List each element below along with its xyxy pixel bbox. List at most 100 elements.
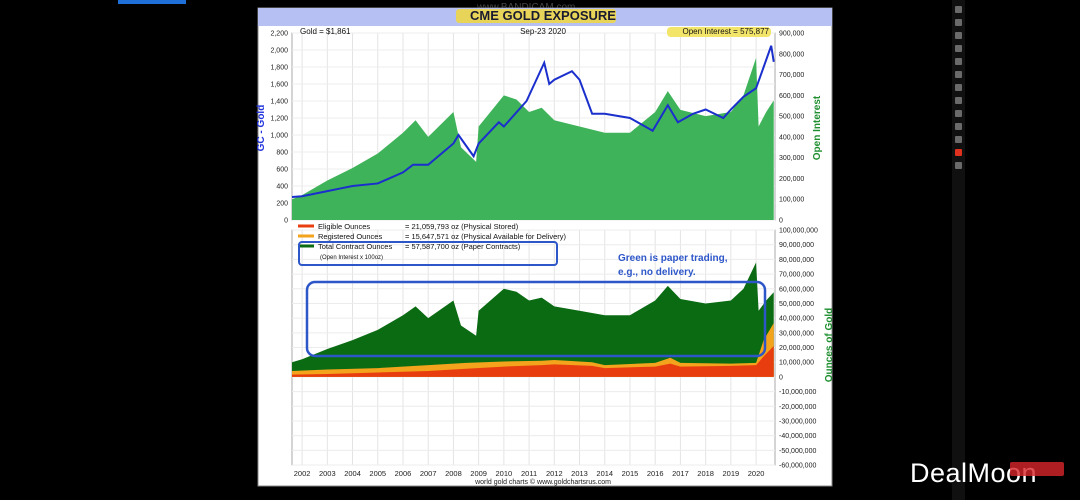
toolbar-icon[interactable] — [955, 32, 962, 39]
toolbar-icon[interactable] — [955, 97, 962, 104]
x-tick-label: 2006 — [395, 469, 412, 478]
toolbar-icon[interactable] — [955, 136, 962, 143]
y-left-tick-label: 0 — [284, 218, 288, 225]
gold-price-readout: Gold = $1,861 — [300, 27, 351, 36]
x-tick-label: 2020 — [748, 469, 765, 478]
toolbar-icon[interactable] — [955, 71, 962, 78]
chart-footer: world gold charts © www.goldchartsrus.co… — [474, 478, 611, 486]
x-tick-label: 2012 — [546, 469, 563, 478]
y-bottom-tick-label: -40,000,000 — [779, 433, 816, 440]
y-bottom-tick-label: 50,000,000 — [779, 301, 814, 308]
y-right-tick-label: 0 — [779, 218, 783, 225]
y-left-tick-label: 1,600 — [270, 82, 288, 89]
x-tick-label: 2008 — [445, 469, 462, 478]
y-bottom-tick-label: 20,000,000 — [779, 345, 814, 352]
y-left-tick-label: 2,200 — [270, 31, 288, 38]
x-tick-label: 2018 — [697, 469, 714, 478]
legend-value: = 15,647,571 oz (Physical Available for … — [405, 232, 566, 241]
y-left-axis-label: GC - Gold — [256, 105, 267, 152]
y-left-tick-label: 2,000 — [270, 48, 288, 55]
ounces-axis-label: Ounces of Gold — [824, 308, 835, 382]
toolbar-icon[interactable] — [955, 58, 962, 65]
open-interest-readout: Open Interest = 575,877 — [682, 27, 769, 36]
x-tick-label: 2017 — [672, 469, 689, 478]
y-right-tick-label: 100,000 — [779, 197, 804, 204]
legend-highlight-box — [298, 241, 558, 266]
x-tick-label: 2005 — [369, 469, 386, 478]
y-bottom-tick-label: 40,000,000 — [779, 316, 814, 323]
x-tick-label: 2004 — [344, 469, 361, 478]
y-bottom-tick-label: 80,000,000 — [779, 257, 814, 264]
x-tick-label: 2009 — [470, 469, 487, 478]
open-interest-highlight — [667, 27, 771, 37]
paper-trading-highlight-box — [305, 280, 767, 358]
chart-title: CME GOLD EXPOSURE — [470, 8, 616, 23]
x-tick-label: 2016 — [647, 469, 664, 478]
y-left-tick-label: 400 — [276, 184, 288, 191]
y-bottom-tick-label: 70,000,000 — [779, 272, 814, 279]
logo-badge — [1010, 462, 1064, 476]
x-tick-label: 2010 — [496, 469, 513, 478]
y-left-tick-label: 600 — [276, 167, 288, 174]
x-tick-label: 2007 — [420, 469, 437, 478]
y-bottom-tick-label: 60,000,000 — [779, 286, 814, 293]
legend-value: = 57,587,700 oz (Paper Contracts) — [405, 242, 521, 251]
y-bottom-tick-label: 10,000,000 — [779, 360, 814, 367]
y-bottom-tick-label: -10,000,000 — [779, 389, 816, 396]
toolbar-icon[interactable] — [955, 45, 962, 52]
y-bottom-tick-label: -60,000,000 — [779, 463, 816, 470]
x-tick-label: 2003 — [319, 469, 336, 478]
title-highlight — [456, 9, 616, 23]
date-readout: Sep-23 2020 — [520, 27, 566, 36]
legend-label: Eligible Ounces — [318, 222, 370, 231]
y-right-tick-label: 200,000 — [779, 176, 804, 183]
x-tick-label: 2013 — [571, 469, 588, 478]
x-tick-label: 2019 — [723, 469, 740, 478]
y-right-tick-label: 300,000 — [779, 155, 804, 162]
y-bottom-tick-label: 30,000,000 — [779, 330, 814, 337]
y-right-tick-label: 600,000 — [779, 93, 804, 100]
legend-value: = 21,059,793 oz (Physical Stored) — [405, 222, 519, 231]
toolbar-icon[interactable] — [955, 162, 962, 169]
record-icon[interactable] — [955, 149, 962, 156]
legend-label: Registered Ounces — [318, 232, 382, 241]
y-left-tick-label: 1,800 — [270, 65, 288, 72]
legend-note: (Open Interest x 100oz) — [320, 255, 383, 261]
ounces-area-eligible-ounces — [292, 345, 774, 377]
toolbar-icon[interactable] — [955, 84, 962, 91]
annotation-text: Green is paper trading, — [618, 253, 728, 264]
open-interest-area — [292, 57, 774, 220]
annotation-text: e.g., no delivery. — [618, 267, 696, 278]
window-tab[interactable] — [118, 0, 186, 4]
y-left-tick-label: 1,000 — [270, 133, 288, 140]
x-tick-label: 2011 — [521, 469, 537, 478]
legend-label: Total Contract Ounces — [318, 242, 392, 251]
y-right-axis-label: Open Interest — [812, 95, 823, 160]
y-right-tick-label: 800,000 — [779, 51, 804, 58]
y-bottom-tick-label: 100,000,000 — [779, 228, 818, 235]
y-bottom-tick-label: -50,000,000 — [779, 448, 816, 455]
y-bottom-tick-label: -20,000,000 — [779, 404, 816, 411]
x-tick-label: 2015 — [622, 469, 639, 478]
toolbar-strip[interactable] — [952, 0, 965, 500]
gold-price-line — [291, 45, 775, 199]
y-left-tick-label: 1,200 — [270, 116, 288, 123]
ounces-area-total-contract-ounces — [292, 262, 774, 377]
y-left-tick-label: 800 — [276, 150, 288, 157]
toolbar-icon[interactable] — [955, 6, 962, 13]
x-tick-label: 2014 — [596, 469, 613, 478]
y-right-tick-label: 700,000 — [779, 72, 804, 79]
y-right-tick-label: 500,000 — [779, 114, 804, 121]
y-left-tick-label: 1,400 — [270, 99, 288, 106]
y-bottom-tick-label: 90,000,000 — [779, 242, 814, 249]
y-right-tick-label: 400,000 — [779, 134, 804, 141]
x-tick-label: 2002 — [294, 469, 311, 478]
toolbar-icon[interactable] — [955, 110, 962, 117]
y-right-tick-label: 900,000 — [779, 31, 804, 38]
y-left-tick-label: 200 — [276, 201, 288, 208]
toolbar-icon[interactable] — [955, 19, 962, 26]
toolbar-icon[interactable] — [955, 123, 962, 130]
y-bottom-tick-label: 0 — [779, 374, 783, 381]
